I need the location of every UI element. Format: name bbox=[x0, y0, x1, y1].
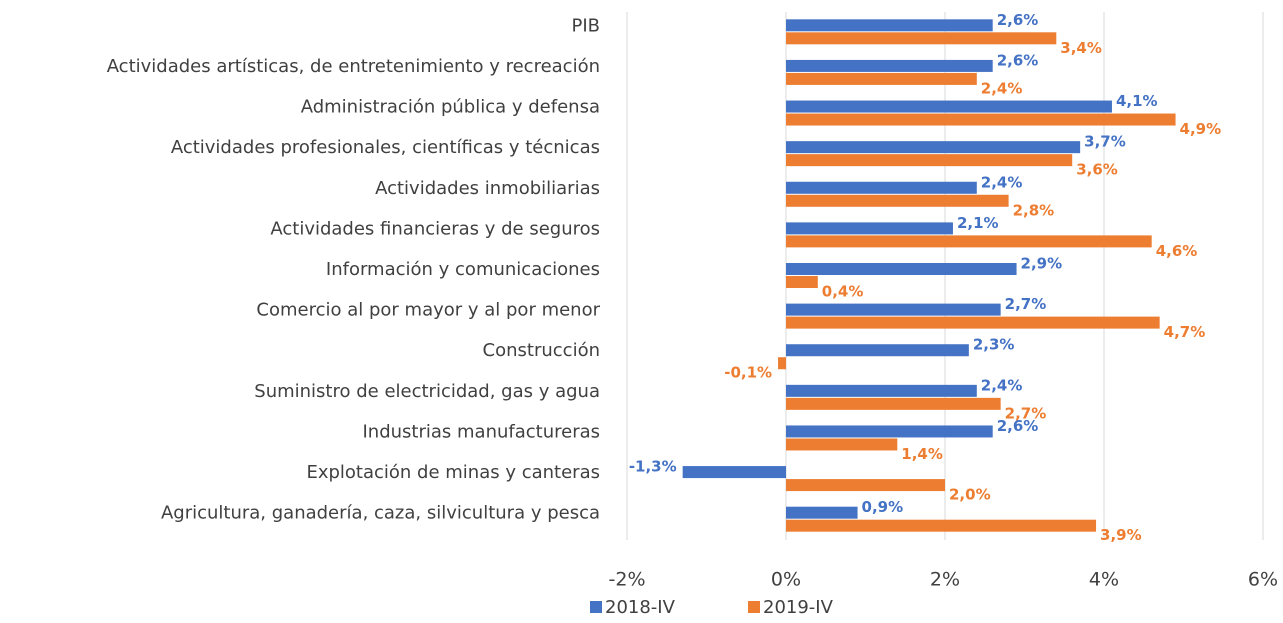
data-label: 4,7% bbox=[1164, 323, 1206, 341]
x-tick-label: -2% bbox=[609, 569, 646, 591]
bar bbox=[786, 32, 1057, 45]
data-label: 2,7% bbox=[1005, 404, 1047, 422]
data-label: 2,3% bbox=[973, 336, 1015, 354]
data-label: 2,4% bbox=[981, 173, 1023, 191]
data-label: -1,3% bbox=[629, 458, 677, 476]
bar bbox=[786, 19, 993, 32]
bar bbox=[786, 72, 977, 85]
legend-label: 2019-IV bbox=[763, 597, 834, 618]
category-label: Administración pública y defensa bbox=[301, 97, 600, 118]
bar bbox=[682, 466, 786, 479]
bar bbox=[786, 344, 969, 357]
data-label: 1,4% bbox=[901, 445, 943, 463]
data-label: 4,6% bbox=[1156, 242, 1198, 260]
data-label: 2,6% bbox=[997, 417, 1039, 435]
bar bbox=[786, 425, 993, 438]
bar bbox=[786, 263, 1017, 275]
category-label: Comercio al por mayor y al por menor bbox=[256, 300, 600, 321]
data-label: 0,4% bbox=[822, 283, 864, 301]
bar bbox=[786, 235, 1152, 248]
category-label: Suministro de electricidad, gas y agua bbox=[254, 381, 600, 402]
category-label: Actividades financieras y de seguros bbox=[270, 218, 600, 239]
data-label: 2,4% bbox=[981, 376, 1023, 394]
category-label: PIB bbox=[571, 15, 600, 36]
data-label: 2,8% bbox=[1013, 201, 1055, 219]
category-label: Actividades artísticas, de entretenimien… bbox=[107, 56, 600, 77]
category-label: Explotación de minas y canteras bbox=[306, 462, 600, 483]
legend-swatch bbox=[748, 601, 760, 613]
data-label: 4,1% bbox=[1116, 92, 1158, 110]
data-label: 2,4% bbox=[981, 79, 1023, 97]
bar bbox=[786, 194, 1009, 207]
bar bbox=[778, 357, 786, 370]
category-label: Agricultura, ganadería, caza, silvicultu… bbox=[161, 503, 600, 524]
data-label: 3,4% bbox=[1060, 39, 1102, 57]
x-tick-label: 6% bbox=[1248, 569, 1278, 591]
bar bbox=[786, 384, 977, 397]
bar bbox=[786, 276, 818, 288]
data-label: 0,9% bbox=[862, 498, 904, 516]
x-tick-label: 0% bbox=[771, 569, 801, 591]
category-label: Actividades inmobiliarias bbox=[375, 178, 600, 199]
legend-swatch bbox=[590, 601, 602, 613]
data-label: 2,1% bbox=[957, 214, 999, 232]
bar bbox=[786, 397, 1001, 410]
bar bbox=[786, 113, 1176, 126]
legend-label: 2018-IV bbox=[605, 597, 676, 618]
x-tick-label: 2% bbox=[930, 569, 960, 591]
data-label: 2,0% bbox=[949, 486, 991, 504]
bar bbox=[786, 141, 1081, 154]
bar bbox=[786, 506, 858, 519]
data-label: 2,9% bbox=[1021, 255, 1063, 273]
category-label: Actividades profesionales, científicas y… bbox=[171, 137, 600, 158]
bar bbox=[786, 438, 898, 451]
bar bbox=[786, 222, 953, 235]
bar bbox=[786, 479, 945, 492]
bar bbox=[786, 100, 1112, 113]
bar bbox=[786, 519, 1097, 532]
bar bbox=[786, 59, 993, 72]
bar bbox=[786, 181, 977, 194]
bar bbox=[786, 303, 1001, 316]
bar bbox=[786, 316, 1160, 329]
data-label: 2,6% bbox=[997, 51, 1039, 69]
data-label: 4,9% bbox=[1180, 120, 1222, 138]
category-label: Construcción bbox=[483, 340, 600, 361]
data-label: -0,1% bbox=[724, 364, 772, 382]
data-label: 2,6% bbox=[997, 11, 1039, 29]
data-label: 3,6% bbox=[1076, 161, 1118, 179]
category-label: Información y comunicaciones bbox=[326, 259, 600, 280]
data-label: 3,7% bbox=[1084, 133, 1126, 151]
data-label: 3,9% bbox=[1100, 526, 1142, 544]
data-label: 2,7% bbox=[1005, 295, 1047, 313]
bar bbox=[786, 154, 1073, 167]
x-tick-label: 4% bbox=[1089, 569, 1119, 591]
category-label: Industrias manufactureras bbox=[362, 421, 600, 442]
